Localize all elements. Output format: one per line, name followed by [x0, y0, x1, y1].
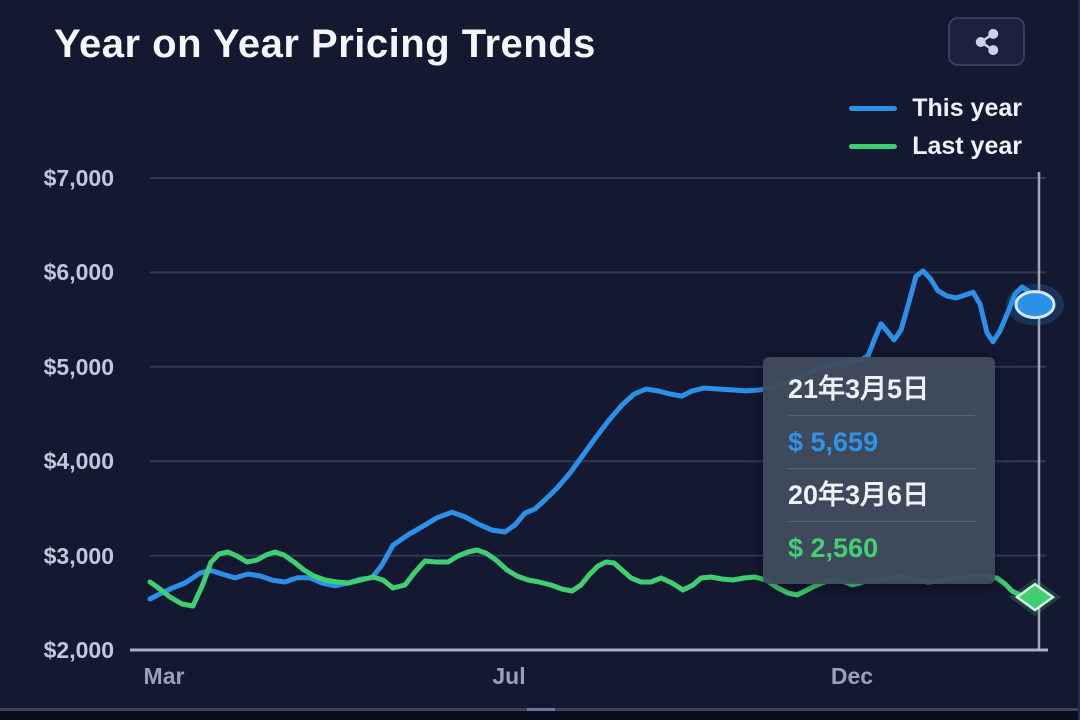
legend: This year Last year [849, 94, 1022, 161]
y-axis-label: $2,000 [43, 637, 114, 663]
bottom-dark-strip [0, 711, 1080, 720]
last-year-marker [1014, 582, 1056, 612]
legend-label-this-year: This year [912, 94, 1022, 122]
share-button[interactable] [948, 17, 1025, 66]
tooltip-date-last-year: 20年3月6日 [788, 480, 930, 510]
tooltip-separator [788, 415, 975, 416]
legend-swatch-last-year [849, 144, 898, 149]
x-axis-label: Mar [143, 663, 185, 689]
chart-tooltip: 21年3月5日 $ 5,659 20年3月6日 $ 2,560 [763, 357, 995, 584]
page-title: Year on Year Pricing Trends [54, 22, 596, 66]
y-axis-label: $3,000 [43, 542, 114, 569]
x-axis-label: Dec [830, 663, 874, 689]
y-axis-label: $5,000 [43, 353, 114, 380]
tooltip-value-this-year: $ 5,659 [788, 427, 879, 457]
this-year-marker [1014, 290, 1056, 320]
tooltip-value-last-year: $ 2,560 [788, 533, 879, 563]
x-axis-label: Jul [492, 663, 526, 689]
tooltip-separator [788, 468, 975, 469]
legend-label-last-year: Last year [912, 132, 1022, 160]
y-axis-label: $7,000 [43, 165, 114, 191]
legend-swatch-this-year [849, 106, 898, 111]
share-icon [975, 28, 998, 55]
bottom-divider [0, 708, 1080, 720]
tooltip-separator [788, 521, 975, 522]
tooltip-date-this-year: 21年3月5日 [788, 374, 930, 404]
divider-notch[interactable] [527, 708, 555, 711]
legend-item-this-year[interactable]: This year [849, 94, 1022, 123]
legend-item-last-year[interactable]: Last year [849, 132, 1022, 161]
right-edge-highlight [1078, 0, 1080, 720]
y-axis-label: $6,000 [43, 259, 114, 286]
y-axis-label: $4,000 [43, 448, 114, 475]
